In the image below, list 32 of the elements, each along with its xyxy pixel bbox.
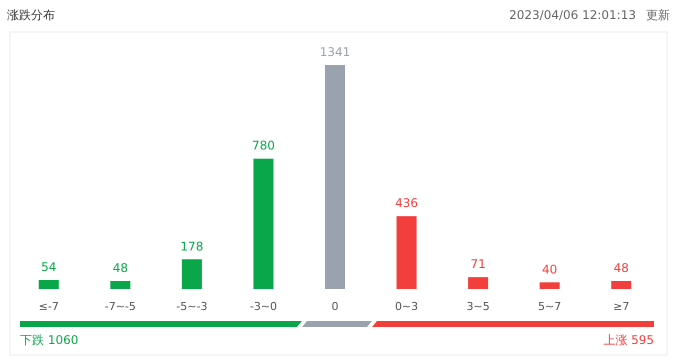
- text: 下跌 1060: [20, 333, 78, 347]
- bar: [110, 280, 130, 289]
- data-label: 48: [614, 260, 629, 275]
- bar: [396, 216, 417, 289]
- bar: [324, 65, 346, 289]
- bar: [468, 277, 488, 289]
- bar: [540, 282, 560, 289]
- x-tick-label: 5~7: [538, 300, 562, 313]
- x-tick-label: -7~-5: [104, 300, 136, 313]
- x-tick-label: 3~5: [466, 300, 490, 313]
- bar: [253, 158, 274, 289]
- x-tick-label: -3~0: [250, 300, 278, 313]
- x-tick-label: ≥7: [613, 300, 630, 313]
- x-tick-label: 0~3: [394, 300, 418, 313]
- data-label: 780: [252, 138, 275, 153]
- chart-title: 涨跌分布: [7, 8, 55, 22]
- data-label: 178: [180, 239, 204, 254]
- bar: [38, 280, 59, 289]
- x-tick-label: 0: [332, 300, 338, 313]
- text: 2023/04/06 12:01:13: [509, 8, 636, 22]
- x-tick-label: ≤-7: [38, 300, 59, 313]
- text: 上涨 595: [603, 333, 654, 347]
- data-label: 54: [41, 260, 56, 274]
- data-label: 436: [395, 196, 418, 210]
- data-label: 48: [112, 260, 128, 275]
- data-label: 40: [542, 262, 558, 276]
- data-label: 1341: [320, 45, 350, 59]
- bar: [182, 259, 202, 289]
- bar: [611, 280, 632, 289]
- x-tick-label: -5~-3: [176, 300, 208, 313]
- text: 更新: [646, 8, 670, 22]
- data-label: 71: [470, 257, 486, 272]
